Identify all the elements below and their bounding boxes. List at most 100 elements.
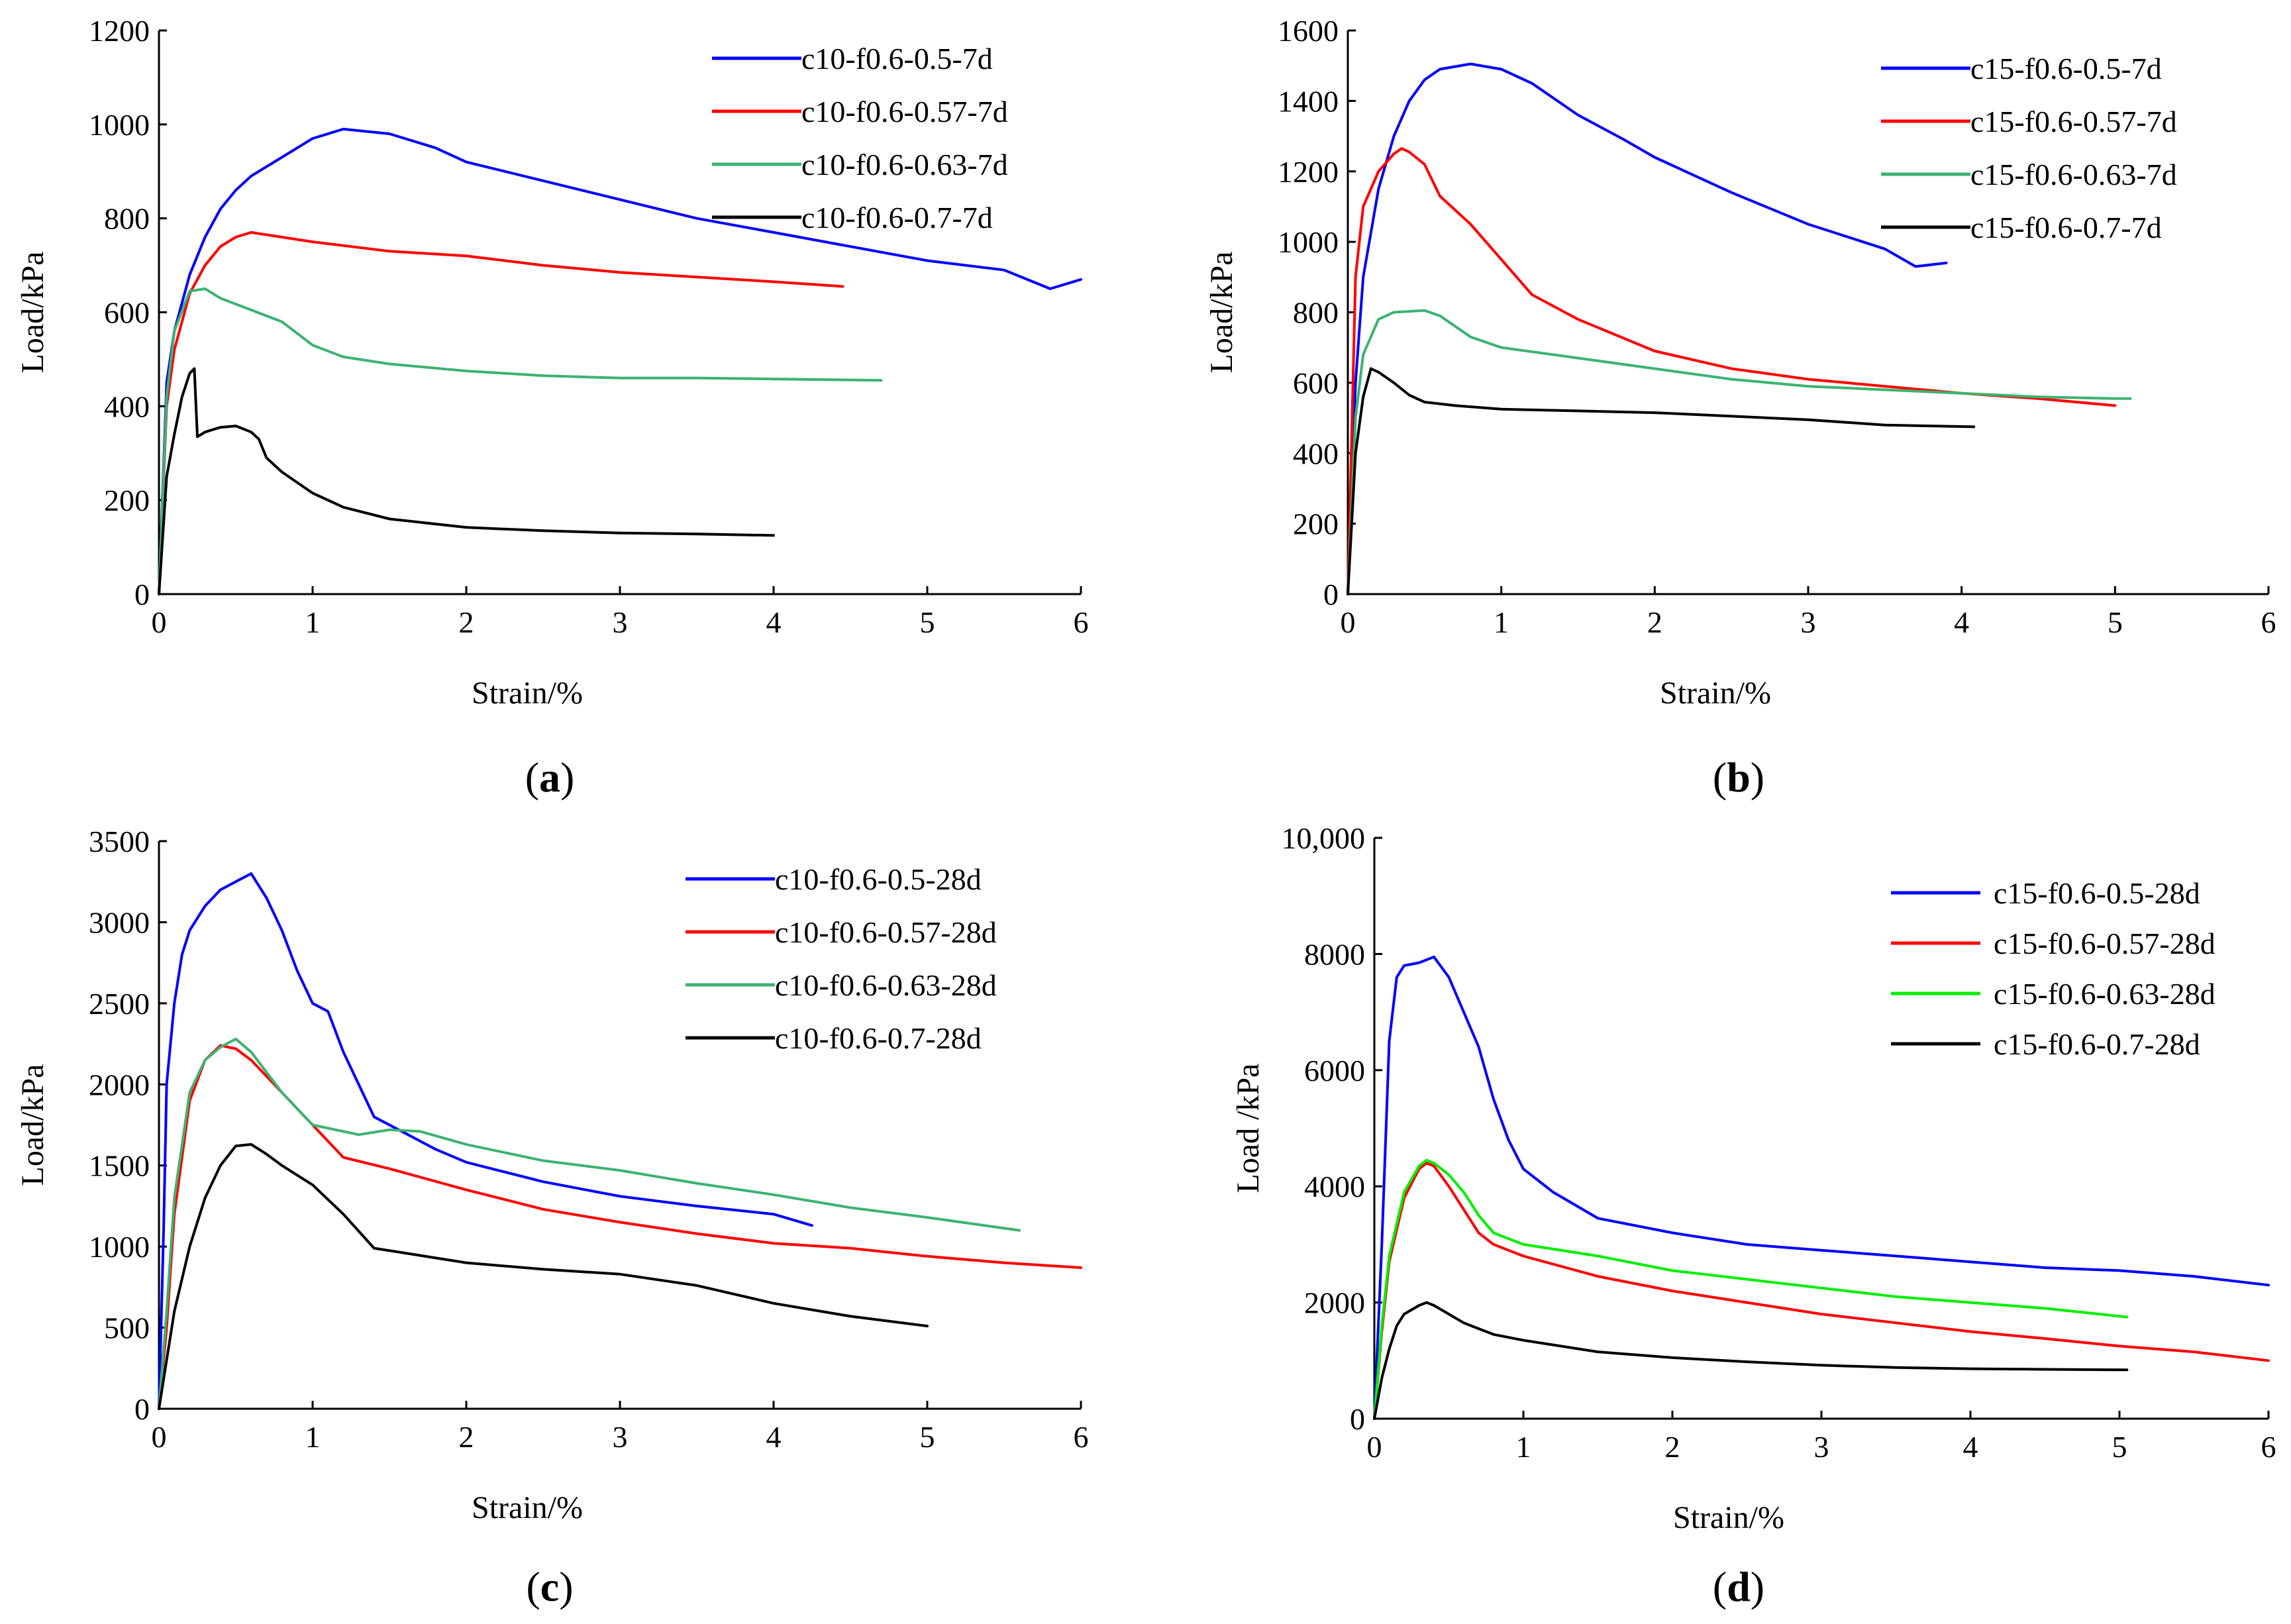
x-tick-label: 0: [1341, 605, 1356, 639]
legend-label: c10-f0.6-0.5-28d: [775, 862, 982, 896]
x-tick-label: 4: [1954, 605, 1969, 639]
chart-panel-a: 0 1 2 3 4 5 6 0 200 400 600 800 1000 1200 Strain/% Load…: [15, 14, 1089, 801]
y-tick-label: 600: [104, 296, 150, 330]
y-tick-label: 1500: [89, 1149, 150, 1183]
y-axis-title: Load/kPa: [1204, 252, 1239, 374]
series-line-d-1: [1373, 1162, 2270, 1420]
y-tick-label: 1400: [1278, 84, 1339, 118]
x-tick-label: 6: [1074, 605, 1089, 639]
series-line-b-0: [1347, 62, 1948, 595]
series-line-a-3: [158, 367, 775, 595]
chart-panel-c: 0 1 2 3 4 5 6 0 500 1000 1500 2000 2500 3000 3500 Strai…: [15, 825, 1089, 1610]
x-tick-label: 4: [766, 1420, 782, 1454]
series-line-a-2: [158, 287, 883, 595]
x-tick-label: 1: [305, 1420, 321, 1454]
y-tick-label: 3000: [89, 905, 150, 939]
x-tick-label: 4: [1963, 1430, 1978, 1464]
y-tick-label: 200: [1293, 507, 1339, 541]
x-tick-label: 1: [305, 605, 321, 639]
x-tick-label: 2: [459, 605, 474, 639]
y-tick-label: 6000: [1304, 1054, 1365, 1088]
y-tick-label: 2500: [89, 987, 150, 1021]
legend-label: c10-f0.6-0.5-7d: [801, 42, 993, 76]
y-axis-title: Load/kPa: [15, 252, 50, 374]
x-tick-label: 2: [1647, 605, 1662, 639]
series-line-a-1: [158, 230, 844, 595]
x-tick-label: 2: [459, 1420, 474, 1454]
legend-label: c15-f0.6-0.5-7d: [1970, 52, 2162, 85]
x-tick-label: 6: [2261, 605, 2276, 639]
x-axis-title: Strain/%: [1673, 1500, 1784, 1535]
x-tick-label: 3: [1814, 1430, 1829, 1464]
legend-label: c15-f0.6-0.7-7d: [1970, 211, 2162, 244]
y-tick-label: 4000: [1304, 1170, 1365, 1203]
y-tick-label: 500: [104, 1311, 150, 1345]
y-tick-label: 400: [1293, 436, 1339, 470]
x-tick-label: 1: [1516, 1430, 1531, 1464]
x-tick-label: 4: [766, 605, 782, 639]
x-tick-label: 6: [1074, 1420, 1089, 1454]
y-tick-label: 800: [104, 202, 150, 236]
x-tick-label: 3: [613, 1420, 628, 1454]
x-tick-label: 2: [1665, 1430, 1680, 1464]
y-tick-label: 1000: [89, 1230, 150, 1264]
x-tick-label: 5: [920, 1420, 935, 1454]
y-axis-title: Load /kPa: [1231, 1064, 1266, 1193]
x-tick-label: 3: [613, 605, 628, 639]
y-tick-label: 0: [1323, 578, 1339, 611]
series-line-c-2: [158, 1037, 1021, 1410]
series-line-a-0: [158, 127, 1082, 595]
series-line-c-1: [158, 1044, 1082, 1410]
x-tick-label: 0: [1367, 1430, 1382, 1464]
y-axis-title: Load/kPa: [15, 1064, 50, 1186]
series-line-b-3: [1347, 367, 1976, 595]
y-tick-label: 1000: [89, 108, 150, 142]
x-tick-label: 0: [152, 1420, 167, 1454]
y-tick-label: 0: [134, 578, 150, 611]
legend-label: c10-f0.6-0.7-7d: [801, 201, 993, 234]
y-tick-label: 0: [134, 1392, 150, 1426]
legend-label: c10-f0.6-0.63-7d: [801, 148, 1008, 181]
legend-label: c15-f0.6-0.5-28d: [1994, 876, 2200, 910]
legend-label: c15-f0.6-0.7-28d: [1994, 1027, 2200, 1061]
x-tick-label: 1: [1494, 605, 1509, 639]
y-tick-label: 1200: [89, 14, 150, 48]
x-tick-label: 3: [1801, 605, 1816, 639]
series-line-b-2: [1347, 309, 2132, 595]
legend-label: c15-f0.6-0.63-7d: [1970, 158, 2177, 191]
x-tick-label: 5: [2108, 605, 2123, 639]
y-tick-label: 600: [1293, 366, 1339, 400]
chart-panel-d: 0 1 2 3 4 5 6 0 2000 4000 6000 8000 10,000 Strain/% Lo…: [1231, 821, 2276, 1610]
y-tick-label: 3500: [89, 825, 150, 858]
legend-label: c10-f0.6-0.57-28d: [775, 915, 997, 949]
x-tick-label: 0: [152, 605, 167, 639]
legend-label: c15-f0.6-0.57-7d: [1970, 105, 2177, 138]
chart-panel-b: 0 1 2 3 4 5 6 0 200 400 600 800 1000 1200 1400 1600 Stra…: [1204, 14, 2276, 801]
series-line-d-0: [1373, 955, 2270, 1420]
series-line-c-3: [158, 1142, 929, 1410]
y-tick-label: 200: [104, 483, 150, 517]
series-line-d-3: [1373, 1301, 2129, 1420]
y-tick-label: 2000: [89, 1068, 150, 1101]
series-line-c-0: [158, 872, 813, 1410]
y-tick-label: 1600: [1278, 14, 1339, 48]
legend-label: c15-f0.6-0.63-28d: [1994, 977, 2215, 1011]
x-axis-title: Strain/%: [472, 676, 583, 711]
y-tick-label: 2000: [1304, 1286, 1365, 1320]
panel-caption: (c): [526, 1563, 573, 1610]
legend-label: c15-f0.6-0.57-28d: [1994, 927, 2215, 960]
x-axis-title: Strain/%: [1660, 676, 1771, 711]
x-tick-label: 5: [920, 605, 935, 639]
panel-caption: (a): [525, 754, 575, 801]
y-tick-label: 1000: [1278, 225, 1339, 259]
y-tick-label: 8000: [1304, 937, 1365, 971]
x-axis-title: Strain/%: [472, 1490, 583, 1525]
y-tick-label: 1200: [1278, 155, 1339, 189]
y-tick-label: 10,000: [1282, 821, 1366, 855]
y-tick-label: 400: [104, 389, 150, 423]
y-tick-label: 800: [1293, 296, 1339, 330]
panel-caption: (b): [1713, 754, 1764, 801]
series-line-b-1: [1347, 147, 2117, 595]
